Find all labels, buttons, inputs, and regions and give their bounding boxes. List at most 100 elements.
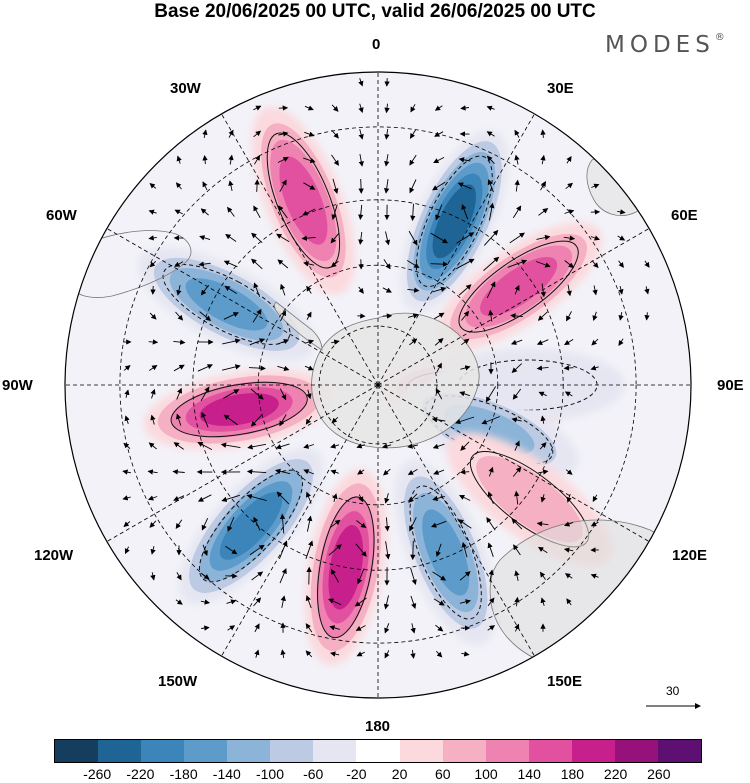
- wind-arrow: [435, 204, 443, 221]
- wind-arrow: [644, 286, 650, 295]
- wind-arrow: [592, 494, 598, 502]
- wind-arrow: [461, 651, 470, 657]
- wind-arrow: [330, 651, 340, 657]
- wind-arrow: [455, 416, 475, 425]
- wind-arrow: [514, 440, 520, 451]
- wind-arrow: [510, 313, 523, 319]
- wind-arrow: [486, 517, 496, 531]
- colorbar-segment: [356, 740, 400, 762]
- wind-arrow: [540, 597, 546, 606]
- wind-arrow: [280, 595, 286, 608]
- colorbar-tick-label: -100: [255, 766, 285, 782]
- wind-arrow: [246, 468, 267, 475]
- colorbar-segment: [141, 740, 185, 762]
- wind-arrow: [434, 338, 444, 346]
- lon-label-150w: 150W: [158, 673, 198, 690]
- wind-arrow: [331, 154, 340, 166]
- wind-arrow: [330, 260, 339, 268]
- latitude-circle: [192, 199, 564, 571]
- wind-arrow: [433, 156, 445, 164]
- modes-logo: MODES®: [605, 32, 725, 58]
- wind-arrow: [564, 521, 574, 527]
- colorbar-segment: [227, 740, 271, 762]
- wind-arrow: [511, 518, 523, 530]
- wind-arrow: [278, 540, 288, 559]
- wind-arrow: [591, 183, 600, 189]
- wind-arrow: [332, 178, 339, 194]
- wind-arrow: [461, 310, 470, 321]
- wind-arrow: [355, 625, 366, 631]
- colorbar-segment: [657, 740, 701, 762]
- wind-arrow: [539, 571, 546, 580]
- colorbar-segment: [485, 740, 529, 762]
- wind-arrow: [385, 541, 391, 560]
- wind-arrow: [202, 544, 208, 557]
- wind-arrow: [566, 493, 572, 503]
- wind-arrow: [253, 130, 262, 138]
- lat-lon-graticule: [65, 72, 691, 698]
- wind-arrow: [358, 103, 364, 114]
- wind-arrow: [280, 649, 286, 658]
- wind-arrow: [432, 181, 446, 191]
- wind-arrow: [644, 312, 650, 321]
- colorbar-segment: [98, 740, 142, 762]
- wind-arrow: [563, 235, 576, 241]
- wind-arrow: [410, 595, 417, 609]
- wind-arrow: [432, 495, 446, 502]
- wind-arrow: [331, 129, 339, 139]
- lon-label-60w: 60W: [46, 207, 77, 224]
- wind-arrow: [433, 469, 445, 475]
- colorbar-segment: [313, 740, 357, 762]
- vector-scale-label: 30: [666, 684, 680, 698]
- wind-arrow: [304, 365, 314, 371]
- wind-arrow: [328, 598, 342, 606]
- wind-arrow: [514, 623, 520, 632]
- wind-arrow: [332, 493, 338, 503]
- wind-arrow: [279, 414, 287, 427]
- anomaly-contour: [279, 156, 328, 245]
- south-america-outline: [69, 230, 192, 298]
- wind-arrow: [514, 284, 520, 295]
- meridian-line: [377, 228, 650, 386]
- wind-arrow: [275, 443, 290, 450]
- wind-arrow: [564, 209, 575, 215]
- wind-arrow: [331, 104, 339, 112]
- wind-arrow: [564, 573, 573, 579]
- wind-arrow: [358, 494, 364, 503]
- wind-arrow: [487, 491, 494, 504]
- wind-arrow: [487, 542, 494, 557]
- wind-arrow: [486, 281, 496, 299]
- meridian-line: [377, 384, 535, 657]
- wind-arrow: [247, 443, 266, 450]
- wind-arrow: [487, 597, 495, 607]
- wind-arrow: [455, 258, 475, 270]
- wind-arrow: [410, 649, 416, 659]
- colorbar-segment: [270, 740, 314, 762]
- wind-arrow: [254, 179, 260, 192]
- wind-arrow: [305, 595, 312, 609]
- colorbar-segment: [55, 740, 99, 762]
- anomaly-contour-line: [198, 469, 304, 583]
- wind-arrow: [221, 364, 241, 371]
- wind-arrow: [279, 388, 287, 401]
- wind-arrow: [227, 206, 235, 217]
- wind-arrow: [122, 469, 131, 475]
- wind-arrow: [410, 203, 416, 222]
- anomaly-contour-line: [415, 155, 493, 288]
- wind-arrow: [540, 181, 546, 191]
- wind-arrow: [202, 155, 208, 165]
- wind-arrow: [511, 417, 522, 423]
- anomaly-contour: [443, 405, 535, 455]
- meridian-line: [106, 384, 379, 542]
- wind-arrow: [435, 624, 444, 632]
- wind-arrow: [201, 518, 209, 531]
- antarctica-outline: [311, 312, 480, 449]
- wind-arrow: [383, 259, 391, 270]
- wind-arrow: [303, 157, 316, 164]
- wind-arrow: [358, 128, 364, 140]
- wind-arrow: [220, 442, 241, 449]
- wind-arrow: [488, 202, 495, 221]
- wind-arrow: [330, 443, 340, 449]
- wind-arrow: [253, 597, 262, 607]
- lon-label-90e: 90E: [717, 377, 744, 394]
